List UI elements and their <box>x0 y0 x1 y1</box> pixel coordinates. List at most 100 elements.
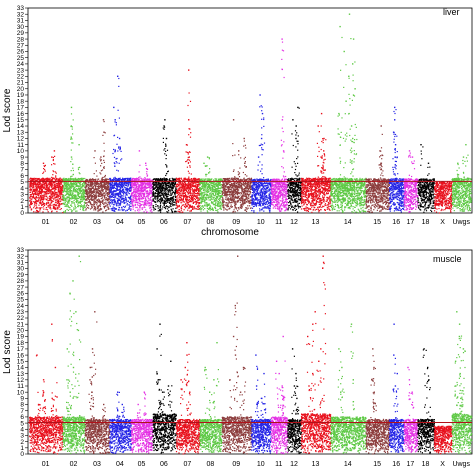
data-point <box>117 205 119 207</box>
data-point <box>146 187 148 189</box>
data-point <box>66 182 68 184</box>
data-point <box>145 164 147 166</box>
data-point <box>52 174 54 176</box>
data-point <box>75 183 77 185</box>
data-point <box>63 211 65 213</box>
data-point <box>29 191 32 193</box>
data-point <box>83 198 85 201</box>
y-tick-label: 1 <box>20 204 24 211</box>
data-point <box>144 206 146 208</box>
data-point <box>115 187 117 190</box>
data-point <box>68 206 70 208</box>
data-point <box>77 193 79 196</box>
data-point <box>42 200 44 203</box>
data-point <box>53 198 55 200</box>
data-point <box>190 132 192 134</box>
data-point <box>90 193 92 195</box>
data-point <box>50 190 52 192</box>
peak-point <box>113 106 115 109</box>
data-point <box>118 182 120 184</box>
data-point <box>157 201 159 203</box>
data-point <box>184 206 186 208</box>
data-point <box>163 177 165 179</box>
data-point <box>77 168 80 171</box>
data-point <box>59 195 61 197</box>
data-point <box>101 184 103 186</box>
data-point <box>183 196 185 199</box>
data-point <box>177 195 179 197</box>
data-point <box>109 191 111 193</box>
data-point <box>95 181 97 183</box>
data-point <box>131 203 133 205</box>
y-tick-label: 19 <box>17 92 25 99</box>
data-point <box>139 184 141 186</box>
data-point <box>134 187 136 189</box>
data-point <box>90 188 92 190</box>
data-point <box>160 194 162 197</box>
data-point <box>129 179 131 181</box>
y-tick-label: 16 <box>17 111 25 118</box>
data-point <box>70 138 72 140</box>
data-point <box>46 179 48 181</box>
data-point <box>172 195 174 197</box>
data-point <box>90 198 92 200</box>
data-point <box>107 202 109 204</box>
data-point <box>54 208 56 210</box>
data-point <box>158 200 161 202</box>
data-point <box>112 152 114 155</box>
data-point <box>37 193 39 195</box>
data-point <box>54 181 56 183</box>
data-point <box>94 181 96 183</box>
data-point <box>125 189 127 191</box>
data-point <box>145 196 147 198</box>
data-point <box>138 195 140 197</box>
data-point <box>79 198 82 201</box>
data-point <box>95 178 97 180</box>
data-point <box>128 204 130 206</box>
data-point <box>101 187 103 189</box>
data-point <box>45 186 48 188</box>
data-point <box>39 178 41 181</box>
data-point <box>184 188 186 190</box>
data-point <box>92 187 95 189</box>
data-point <box>189 182 192 184</box>
data-point <box>31 198 33 200</box>
data-point <box>94 208 96 210</box>
data-point <box>172 208 174 210</box>
data-point <box>189 161 191 163</box>
peak-point <box>94 150 96 152</box>
data-point <box>45 186 47 189</box>
data-point <box>103 207 106 209</box>
data-point <box>73 189 75 191</box>
data-point <box>123 209 125 211</box>
data-point <box>80 177 82 179</box>
data-point <box>189 205 191 207</box>
data-point <box>184 192 186 194</box>
data-point <box>63 182 65 184</box>
data-point <box>217 211 219 213</box>
data-point <box>99 203 101 205</box>
data-point <box>77 202 80 204</box>
data-point <box>43 180 46 182</box>
data-point <box>162 189 164 191</box>
data-point <box>61 203 63 205</box>
data-point <box>107 185 109 187</box>
data-point <box>115 205 118 207</box>
data-point <box>70 184 72 186</box>
data-point <box>165 185 168 187</box>
data-point <box>41 198 43 201</box>
data-point <box>95 208 97 210</box>
data-point <box>50 180 52 182</box>
data-point <box>149 210 151 212</box>
data-point <box>96 183 98 186</box>
data-point <box>182 191 184 193</box>
x-tick-label: 01 <box>42 219 50 226</box>
data-point <box>109 205 111 207</box>
data-point <box>111 187 113 189</box>
data-point <box>155 203 157 206</box>
data-point <box>68 190 70 192</box>
data-point <box>58 199 60 201</box>
data-point <box>37 201 39 203</box>
data-point <box>34 193 36 195</box>
data-point <box>128 190 130 192</box>
